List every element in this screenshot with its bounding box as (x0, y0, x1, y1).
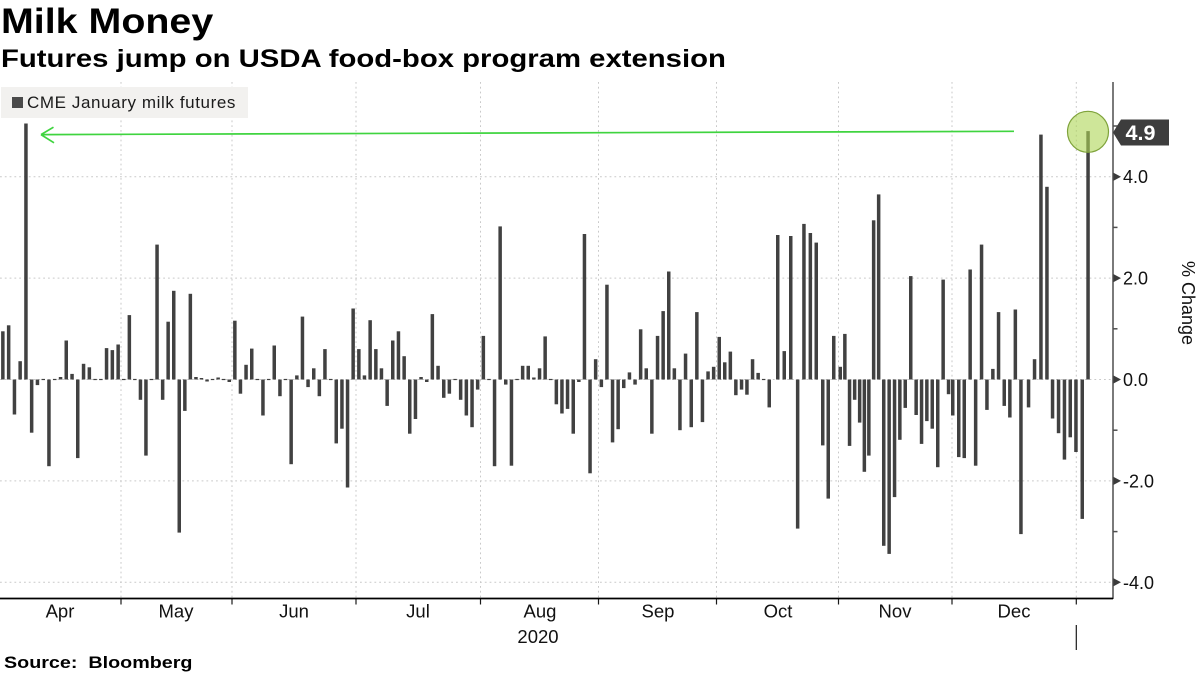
svg-text:Sep: Sep (642, 601, 675, 622)
svg-text:Jun: Jun (279, 601, 309, 622)
svg-text:2020: 2020 (517, 626, 558, 647)
svg-text:-2.0: -2.0 (1123, 471, 1154, 491)
svg-text:May: May (159, 601, 195, 622)
svg-text:% Change: % Change (1178, 261, 1198, 345)
svg-text:Jul: Jul (406, 601, 430, 622)
svg-text:-4.0: -4.0 (1123, 573, 1154, 593)
svg-text:4.9: 4.9 (1126, 121, 1156, 145)
svg-text:Dec: Dec (998, 601, 1031, 622)
svg-text:Oct: Oct (764, 601, 793, 622)
svg-text:0.0: 0.0 (1123, 370, 1148, 390)
svg-text:2.0: 2.0 (1123, 269, 1148, 289)
svg-text:Apr: Apr (46, 601, 75, 622)
svg-text:4.0: 4.0 (1123, 167, 1148, 187)
svg-text:Nov: Nov (879, 601, 913, 622)
svg-text:Aug: Aug (524, 601, 557, 622)
